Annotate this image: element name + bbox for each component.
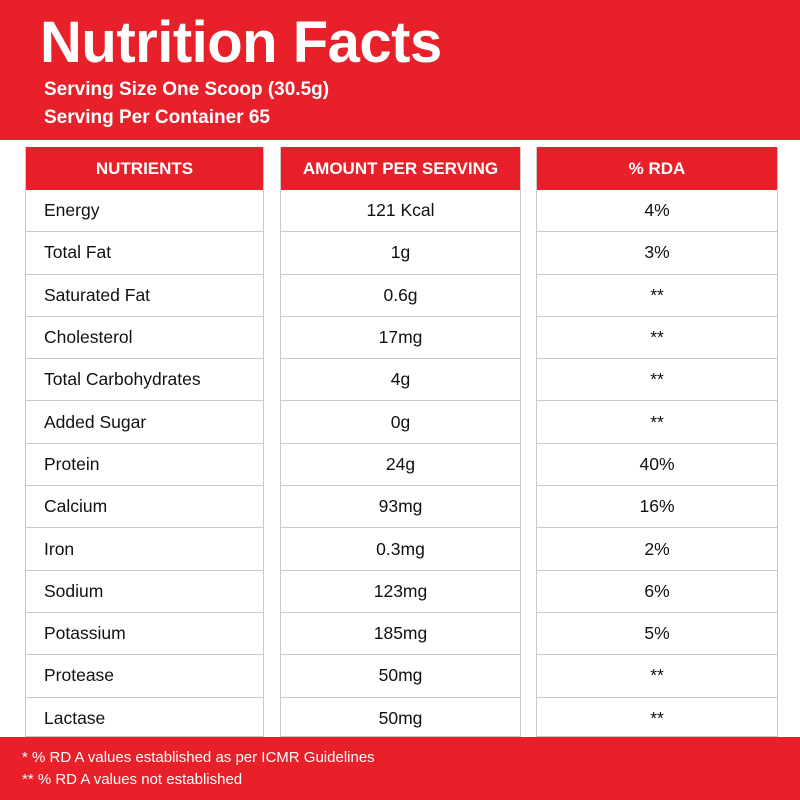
rda-cell: 5%: [537, 613, 777, 656]
amount-cell: 0.6g: [281, 275, 520, 317]
nutrient-cell: Protease: [26, 655, 263, 698]
nutrient-cell: Protein: [26, 444, 263, 487]
nutrient-cell: Lactase: [44, 708, 106, 729]
nutrient-cell: Cholesterol: [26, 317, 263, 360]
rda-cell: 40%: [537, 444, 777, 487]
amount-cell: 24g: [281, 444, 520, 487]
rda-cell: **: [650, 708, 664, 729]
rda-cell: 4%: [537, 190, 777, 233]
amount-cell: 0g: [281, 401, 520, 444]
serving-size: Serving Size One Scoop (30.5g): [44, 79, 330, 100]
amount-cell: 4g: [281, 359, 520, 402]
nutrient-cell: Calcium: [26, 486, 263, 529]
rda-cell: 16%: [537, 486, 777, 529]
amount-cell: 121 Kcal: [281, 190, 520, 233]
amount-cell: 1g: [281, 232, 520, 275]
amount-cell: 123mg: [281, 571, 520, 613]
amount-cell: 50mg: [281, 655, 520, 698]
page-title: Nutrition Facts: [40, 10, 442, 75]
rda-cell: 2%: [537, 528, 777, 571]
header-banner: Nutrition Facts Serving Size One Scoop (…: [0, 0, 800, 140]
rda-cell: **: [537, 275, 777, 317]
footer-notes: * % RD A values established as per ICMR …: [0, 737, 800, 800]
rda-cell: **: [537, 655, 777, 698]
amount-cell: 93mg: [281, 486, 520, 529]
nutrients-column: NUTRIENTS Energy Total Fat Saturated Fat…: [25, 147, 264, 737]
rda-cell: 6%: [537, 571, 777, 613]
nutrient-cell: Added Sugar: [26, 401, 263, 444]
rda-cell: 3%: [537, 232, 777, 275]
servings-per-container: Serving Per Container 65: [44, 107, 270, 128]
nutrient-cell: Total Carbohydrates: [26, 359, 263, 402]
amount-cell: 185mg: [281, 613, 520, 656]
nutrients-header: NUTRIENTS: [26, 147, 263, 190]
amount-cell: 0.3mg: [281, 528, 520, 571]
rda-not-established-note: ** % RD A values not established: [22, 771, 243, 788]
nutrient-cell: Iron: [26, 528, 263, 571]
nutrient-cell: Saturated Fat: [26, 275, 263, 317]
amount-cell: 50mg: [378, 708, 423, 729]
rda-established-note: * % RD A values established as per ICMR …: [22, 749, 375, 766]
amount-column: AMOUNT PER SERVING 121 Kcal 1g 0.6g 17mg…: [280, 147, 521, 737]
rda-header: % RDA: [537, 147, 777, 190]
nutrient-cell: Total Fat: [26, 232, 263, 275]
amount-header: AMOUNT PER SERVING: [281, 147, 520, 190]
amount-cell: 17mg: [281, 317, 520, 360]
rda-column: % RDA 4% 3% ** ** ** ** 40% 16% 2% 6% 5%…: [536, 147, 778, 737]
rda-cell: **: [537, 317, 777, 360]
nutrient-cell: Energy: [26, 190, 263, 233]
rda-cell: **: [537, 359, 777, 402]
rda-cell: **: [537, 401, 777, 444]
nutrient-cell: Sodium: [26, 571, 263, 613]
nutrient-cell: Potassium: [26, 613, 263, 656]
